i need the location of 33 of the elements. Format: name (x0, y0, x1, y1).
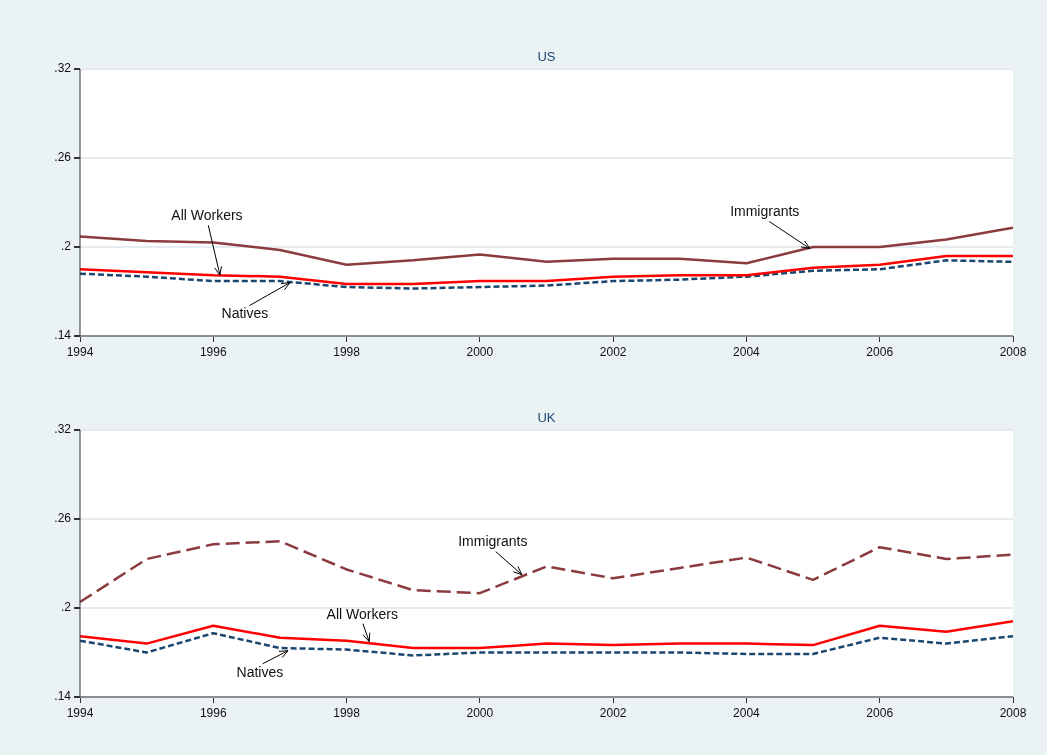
annotation: Immigrants (458, 533, 528, 550)
y-tick-label: .14 (54, 328, 72, 343)
x-tick-label: 2002 (599, 344, 627, 359)
x-tick-label: 2004 (733, 344, 761, 359)
x-tick-label: 1998 (333, 705, 361, 720)
annotation: Natives (236, 663, 284, 680)
y-tick-label: .2 (60, 600, 72, 615)
x-tick-label: 2006 (866, 344, 894, 359)
x-tick-label: 2004 (733, 705, 761, 720)
x-tick-label: 1996 (199, 344, 227, 359)
annotation: Natives (221, 305, 269, 322)
x-tick-label: 2000 (466, 705, 494, 720)
x-tick-label: 2006 (866, 705, 894, 720)
x-tick-label: 2008 (999, 705, 1027, 720)
annotation: All Workers (326, 605, 398, 622)
line-series (80, 631, 1013, 657)
annotation: All Workers (171, 207, 243, 224)
y-tick-label: .26 (54, 511, 72, 526)
x-tick-label: 1994 (66, 705, 94, 720)
x-tick-label: 2002 (599, 705, 627, 720)
chart-title: US (537, 48, 556, 64)
y-tick-label: .32 (54, 61, 72, 76)
annotation: Immigrants (730, 203, 800, 220)
y-tick-label: .32 (54, 422, 72, 437)
y-tick-label: .2 (60, 239, 72, 254)
chart-title: UK (537, 409, 556, 425)
x-tick-label: 1998 (333, 344, 361, 359)
x-tick-label: 2000 (466, 344, 494, 359)
y-tick-label: .14 (54, 689, 72, 704)
y-tick-label: .26 (54, 150, 72, 165)
x-tick-label: 2008 (999, 344, 1027, 359)
x-tick-label: 1994 (66, 344, 94, 359)
x-tick-label: 1996 (199, 705, 227, 720)
